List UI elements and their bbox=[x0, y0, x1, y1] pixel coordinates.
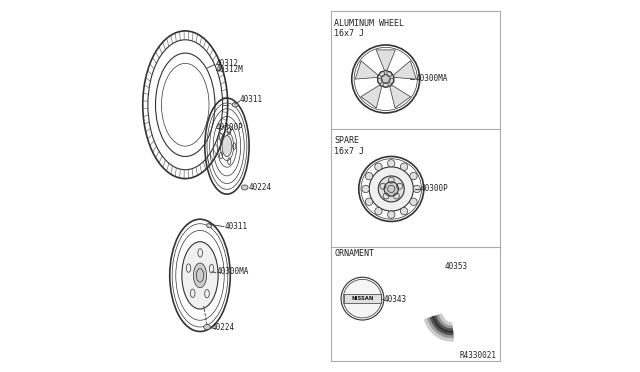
Text: 40300MA: 40300MA bbox=[415, 74, 447, 83]
Ellipse shape bbox=[375, 208, 382, 215]
Text: 40311: 40311 bbox=[225, 222, 248, 231]
Polygon shape bbox=[361, 85, 381, 108]
Text: 40224: 40224 bbox=[211, 323, 235, 331]
Text: R4330021: R4330021 bbox=[460, 350, 497, 360]
Ellipse shape bbox=[410, 173, 417, 180]
Polygon shape bbox=[390, 85, 410, 108]
Ellipse shape bbox=[204, 324, 211, 330]
Ellipse shape bbox=[241, 185, 248, 190]
Ellipse shape bbox=[232, 103, 238, 107]
Text: ORNAMENT: ORNAMENT bbox=[334, 249, 374, 258]
Text: 16x7 J: 16x7 J bbox=[334, 147, 364, 156]
Ellipse shape bbox=[388, 211, 395, 218]
Text: 40300MA: 40300MA bbox=[216, 267, 249, 276]
Ellipse shape bbox=[365, 198, 372, 205]
Bar bbox=[344, 294, 381, 303]
Text: 40353: 40353 bbox=[445, 262, 468, 271]
Text: NISSAN: NISSAN bbox=[351, 296, 374, 301]
Ellipse shape bbox=[401, 163, 408, 170]
Ellipse shape bbox=[413, 185, 420, 193]
Text: 16x7 J: 16x7 J bbox=[334, 29, 364, 38]
Text: 40312: 40312 bbox=[215, 59, 238, 68]
Ellipse shape bbox=[381, 74, 390, 83]
Ellipse shape bbox=[222, 135, 232, 157]
Polygon shape bbox=[394, 61, 416, 79]
Ellipse shape bbox=[378, 176, 404, 202]
Text: ALUMINUM WHEEL: ALUMINUM WHEEL bbox=[334, 19, 404, 28]
Ellipse shape bbox=[401, 208, 408, 215]
Ellipse shape bbox=[365, 173, 372, 180]
Ellipse shape bbox=[388, 160, 395, 167]
Ellipse shape bbox=[410, 198, 417, 205]
Text: 40224: 40224 bbox=[249, 183, 272, 192]
Ellipse shape bbox=[182, 242, 218, 309]
Text: 40300P: 40300P bbox=[420, 185, 449, 193]
Polygon shape bbox=[376, 50, 396, 70]
Ellipse shape bbox=[369, 167, 413, 211]
Ellipse shape bbox=[384, 182, 399, 196]
Ellipse shape bbox=[341, 277, 384, 320]
Ellipse shape bbox=[193, 263, 207, 288]
Ellipse shape bbox=[375, 163, 382, 170]
Text: SPARE: SPARE bbox=[334, 137, 359, 145]
Text: 40311: 40311 bbox=[239, 96, 262, 105]
Text: 40312M: 40312M bbox=[215, 65, 243, 74]
Polygon shape bbox=[355, 61, 378, 79]
Ellipse shape bbox=[378, 71, 394, 87]
Ellipse shape bbox=[207, 223, 212, 228]
Ellipse shape bbox=[362, 185, 369, 193]
Text: 40343: 40343 bbox=[383, 295, 406, 304]
Bar bbox=[331, 11, 500, 361]
Text: 40300P: 40300P bbox=[216, 123, 244, 132]
